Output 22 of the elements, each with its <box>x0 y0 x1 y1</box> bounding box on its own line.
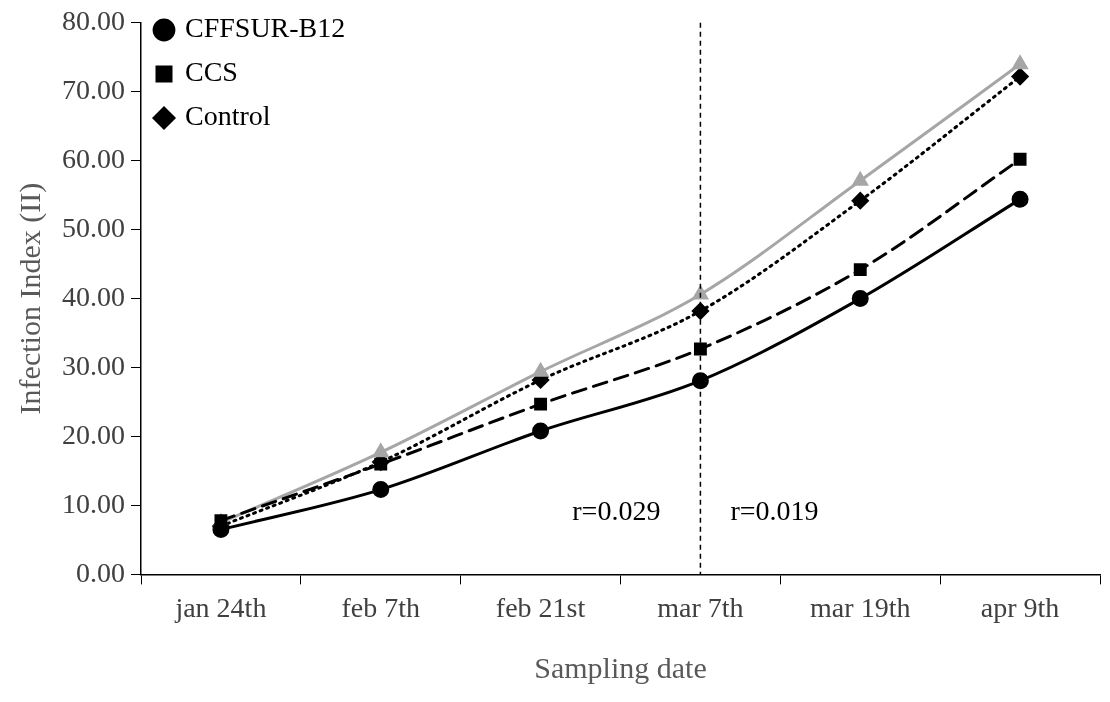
y-tick-label: 70.00 <box>62 74 125 106</box>
y-tick-label: 80.00 <box>62 5 125 37</box>
y-tick-label: 40.00 <box>62 280 125 312</box>
x-tick-label: apr 9th <box>980 591 1060 623</box>
y-tick-label: 0.00 <box>76 556 125 588</box>
annotation: r=0.019 <box>730 494 819 526</box>
y-axis-title: Infection Index (II) <box>12 182 47 415</box>
y-tick-label: 10.00 <box>62 487 125 519</box>
y-tick-label: 50.00 <box>62 212 125 244</box>
y-tick-label: 20.00 <box>62 418 125 450</box>
legend-label: CFFSUR-B12 <box>185 12 346 44</box>
x-tick-label: jan 24th <box>174 591 267 623</box>
y-tick-label: 30.00 <box>62 349 125 381</box>
x-tick-label: feb 7th <box>341 591 421 623</box>
x-tick-label: mar 7th <box>657 591 744 623</box>
legend-label: CCS <box>185 56 238 88</box>
x-axis-title: Sampling date <box>534 650 707 684</box>
x-tick-label: mar 19th <box>810 591 911 623</box>
legend-label: Control <box>185 100 271 132</box>
annotation: r=0.029 <box>572 494 661 526</box>
y-tick-label: 60.00 <box>62 143 125 175</box>
x-tick-label: feb 21st <box>495 591 586 623</box>
